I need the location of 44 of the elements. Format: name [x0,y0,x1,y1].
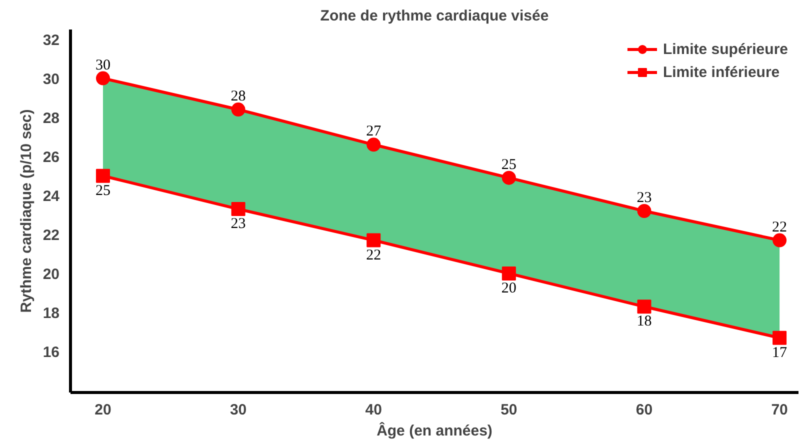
x-tick-label: 70 [771,402,788,418]
y-tick-label: 28 [42,110,60,127]
y-tick-label: 26 [42,148,60,166]
data-label: 17 [772,344,788,361]
x-axis-title: Âge (en années) [376,422,492,440]
data-label: 22 [772,219,788,236]
x-tick-label: 60 [636,402,653,418]
point [96,168,110,183]
point [772,330,787,345]
y-tick-label: 32 [42,32,60,49]
x-tick-label: 20 [94,402,112,418]
x-tick-label: 50 [500,402,518,418]
x-tick-label: 30 [230,402,247,418]
point [637,204,652,218]
y-tick-label: 16 [42,344,60,362]
data-label: 28 [230,88,246,105]
data-label: 18 [636,314,652,330]
y-tick-label: 30 [42,70,60,88]
data-label: 23 [230,216,246,232]
data-label: 20 [501,280,516,296]
y-axis-title: Rythme cardiaque (p/10 sec) [18,109,35,313]
point [637,300,652,314]
point [772,233,787,248]
data-label: 23 [636,190,652,206]
data-label: 25 [501,156,516,173]
point [366,233,381,248]
data-label: 27 [366,124,382,140]
data-label: 30 [95,57,110,74]
chart-title: Zone de rythme cardiaque visée [320,8,549,24]
data-label: 22 [366,247,382,264]
point [502,170,516,185]
y-tick-label: 22 [42,226,60,244]
point [231,202,246,216]
y-tick-label: 24 [42,188,60,205]
y-tick-label: 20 [42,266,60,283]
point [502,266,516,280]
y-tick-label: 18 [42,304,60,322]
point [231,102,246,117]
point [366,138,381,152]
x-tick-label: 40 [365,402,382,418]
point [96,71,110,86]
legend-label: Limite supérieure [662,40,788,58]
legend-label: Limite inférieure [662,64,780,80]
data-label: 25 [95,182,110,199]
